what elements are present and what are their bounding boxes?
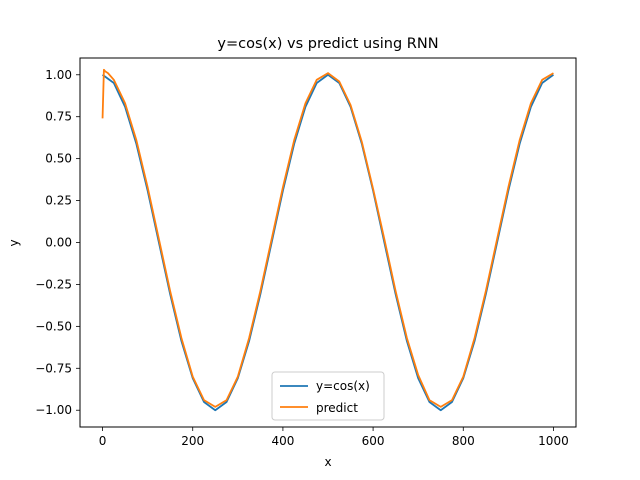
y-axis-label: y <box>7 239 21 246</box>
x-tick-label: 400 <box>271 434 294 448</box>
y-tick-label: −0.50 <box>35 319 72 333</box>
legend-label-cos: y=cos(x) <box>316 379 370 393</box>
y-tick-label: 0.50 <box>45 152 72 166</box>
chart-title: y=cos(x) vs predict using RNN <box>217 36 438 52</box>
x-axis-label: x <box>324 455 331 469</box>
x-tick-label: 1000 <box>538 434 569 448</box>
x-tick-label: 0 <box>99 434 107 448</box>
x-tick-label: 800 <box>452 434 475 448</box>
y-tick-label: 0.00 <box>45 236 72 250</box>
x-tick-label: 200 <box>181 434 204 448</box>
legend: y=cos(x) predict <box>271 371 385 421</box>
y-tick-label: 1.00 <box>45 68 72 82</box>
y-tick-label: 0.75 <box>45 110 72 124</box>
y-tick-label: 0.25 <box>45 194 72 208</box>
legend-label-predict: predict <box>316 401 358 415</box>
series-line-predict <box>101 68 554 408</box>
y-tick-label: −1.00 <box>35 403 72 417</box>
y-tick-label: −0.25 <box>35 277 72 291</box>
x-tick-label: 600 <box>362 434 385 448</box>
y-tick-label: −0.75 <box>35 361 72 375</box>
legend-box <box>271 371 385 421</box>
